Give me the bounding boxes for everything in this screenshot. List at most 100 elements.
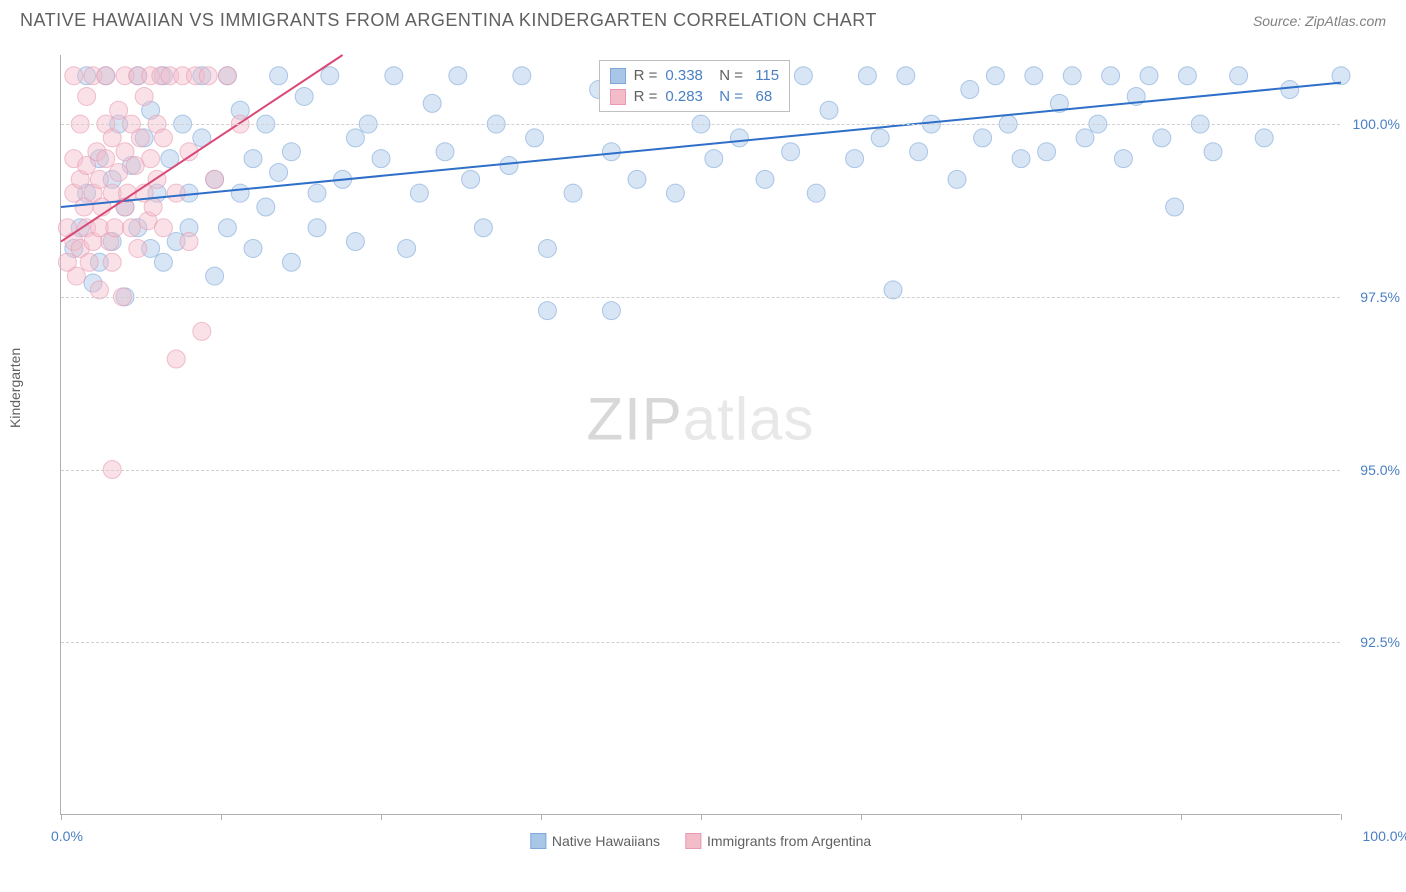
data-point — [106, 219, 124, 237]
data-point — [1204, 143, 1222, 161]
data-point — [97, 67, 115, 85]
data-point — [231, 184, 249, 202]
data-point — [167, 184, 185, 202]
data-point — [436, 143, 454, 161]
data-point — [1102, 67, 1120, 85]
data-point — [730, 129, 748, 147]
data-point — [346, 233, 364, 251]
data-point — [1332, 67, 1350, 85]
data-point — [705, 150, 723, 168]
legend: Native Hawaiians Immigrants from Argenti… — [530, 833, 871, 849]
stats-n-0: 115 — [751, 67, 779, 84]
data-point — [321, 67, 339, 85]
data-point — [122, 219, 140, 237]
ytick-label: 92.5% — [1345, 634, 1400, 650]
data-point — [1012, 150, 1030, 168]
data-point — [372, 150, 390, 168]
data-point — [538, 302, 556, 320]
data-point — [666, 184, 684, 202]
data-point — [270, 67, 288, 85]
stats-swatch-1 — [610, 89, 626, 105]
legend-item-0: Native Hawaiians — [530, 833, 660, 849]
data-point — [462, 170, 480, 188]
data-point — [526, 129, 544, 147]
data-point — [423, 94, 441, 112]
gridline — [61, 642, 1340, 643]
data-point — [154, 253, 172, 271]
data-point — [308, 184, 326, 202]
xtick — [1021, 814, 1022, 820]
data-point — [206, 267, 224, 285]
legend-label-1: Immigrants from Argentina — [707, 833, 871, 849]
stats-r-label: R = — [634, 67, 658, 84]
chart-plot-area: ZIPatlas R = 0.338 N = 115 R = 0.283 N =… — [60, 55, 1340, 815]
data-point — [103, 253, 121, 271]
data-point — [961, 81, 979, 99]
stats-r-1: 0.283 — [665, 88, 703, 105]
gridline — [61, 297, 1340, 298]
xtick — [541, 814, 542, 820]
data-point — [80, 253, 98, 271]
data-point — [500, 157, 518, 175]
data-point — [131, 129, 149, 147]
data-point — [282, 143, 300, 161]
gridline — [61, 124, 1340, 125]
data-point — [398, 239, 416, 257]
xtick — [701, 814, 702, 820]
x-axis-label-right: 100.0% — [1363, 828, 1406, 844]
legend-item-1: Immigrants from Argentina — [685, 833, 871, 849]
xtick — [61, 814, 62, 820]
stats-row-series-0: R = 0.338 N = 115 — [610, 65, 780, 86]
stats-swatch-0 — [610, 68, 626, 84]
data-point — [1063, 67, 1081, 85]
data-point — [1038, 143, 1056, 161]
data-point — [782, 143, 800, 161]
data-point — [948, 170, 966, 188]
data-point — [282, 253, 300, 271]
data-point — [244, 150, 262, 168]
data-point — [135, 87, 153, 105]
gridline — [61, 470, 1340, 471]
data-point — [513, 67, 531, 85]
data-point — [986, 67, 1004, 85]
data-point — [97, 150, 115, 168]
data-point — [1281, 81, 1299, 99]
data-point — [129, 239, 147, 257]
data-point — [602, 302, 620, 320]
data-point — [538, 239, 556, 257]
xtick — [861, 814, 862, 820]
data-point — [385, 67, 403, 85]
data-point — [193, 322, 211, 340]
data-point — [564, 184, 582, 202]
data-point — [820, 101, 838, 119]
data-point — [144, 198, 162, 216]
data-point — [410, 184, 428, 202]
xtick — [381, 814, 382, 820]
data-point — [90, 170, 108, 188]
xtick — [221, 814, 222, 820]
stats-r-0: 0.338 — [665, 67, 703, 84]
correlation-stats-box: R = 0.338 N = 115 R = 0.283 N = 68 — [599, 60, 791, 112]
data-point — [199, 67, 217, 85]
data-point — [1076, 129, 1094, 147]
data-point — [295, 87, 313, 105]
data-point — [270, 163, 288, 181]
legend-swatch-1 — [685, 833, 701, 849]
data-point — [244, 239, 262, 257]
data-point — [167, 350, 185, 368]
data-point — [154, 129, 172, 147]
data-point — [67, 267, 85, 285]
data-point — [154, 219, 172, 237]
legend-label-0: Native Hawaiians — [552, 833, 660, 849]
data-point — [807, 184, 825, 202]
data-point — [1025, 67, 1043, 85]
ytick-label: 97.5% — [1345, 289, 1400, 305]
data-point — [794, 67, 812, 85]
ytick-label: 100.0% — [1345, 116, 1400, 132]
legend-swatch-0 — [530, 833, 546, 849]
data-point — [1178, 67, 1196, 85]
data-point — [602, 143, 620, 161]
data-point — [910, 143, 928, 161]
data-point — [1140, 67, 1158, 85]
stats-row-series-1: R = 0.283 N = 68 — [610, 86, 780, 107]
